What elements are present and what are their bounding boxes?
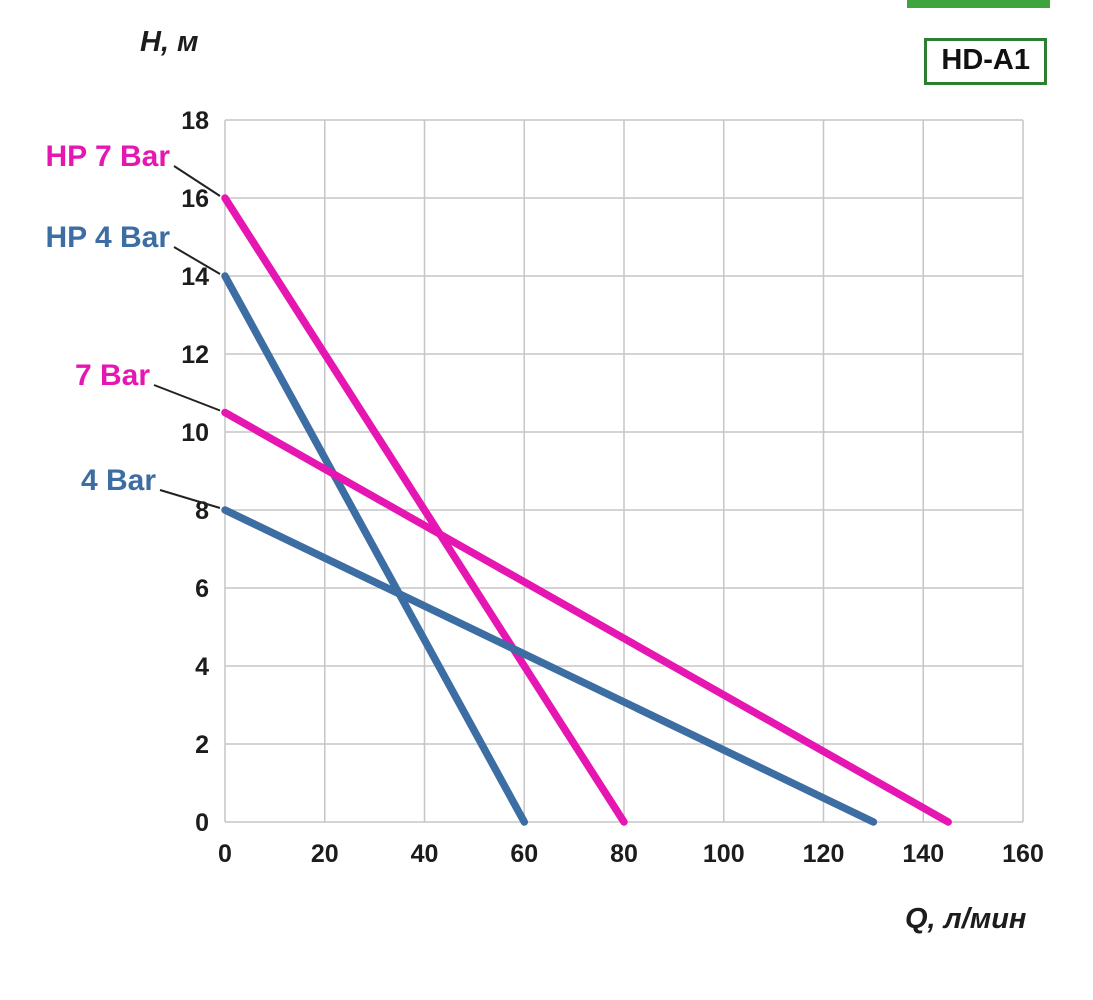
- y-tick-label: 16: [181, 185, 209, 213]
- x-tick-label: 140: [902, 840, 944, 868]
- label-leader-line: [173, 246, 221, 275]
- y-axis-title: H, м: [140, 26, 199, 58]
- y-tick-label: 2: [195, 731, 209, 759]
- x-tick-label: 20: [311, 840, 339, 868]
- series-label-hp-4-bar: HP 4 Bar: [45, 221, 170, 254]
- y-tick-label: 6: [195, 575, 209, 603]
- x-tick-label: 120: [803, 840, 845, 868]
- label-leader-line: [173, 165, 221, 197]
- series-line: [221, 506, 878, 826]
- series-line: [221, 194, 628, 826]
- y-tick-label: 10: [181, 419, 209, 447]
- label-leader-line: [159, 489, 221, 509]
- series-line: [221, 272, 529, 826]
- series-label-7-bar: 7 Bar: [74, 359, 150, 392]
- y-tick-label: 14: [181, 263, 209, 291]
- x-tick-label: 40: [411, 840, 439, 868]
- top-edge-green-strip: [907, 0, 1050, 8]
- x-tick-label: 60: [510, 840, 538, 868]
- y-tick-label: 18: [181, 107, 209, 135]
- y-tick-label: 12: [181, 341, 209, 369]
- model-badge: HD-A1: [924, 38, 1047, 85]
- x-tick-label: 100: [703, 840, 745, 868]
- series-label-hp-7-bar: HP 7 Bar: [45, 140, 170, 173]
- series-line: [221, 408, 952, 826]
- x-tick-label: 0: [218, 840, 232, 868]
- x-tick-label: 160: [1002, 840, 1044, 868]
- y-tick-label: 0: [195, 809, 209, 837]
- x-tick-label: 80: [610, 840, 638, 868]
- x-axis-title: Q, л/мин: [905, 903, 1027, 935]
- series-label-4-bar: 4 Bar: [80, 464, 156, 497]
- label-leader-line: [153, 384, 221, 412]
- y-tick-label: 4: [195, 653, 209, 681]
